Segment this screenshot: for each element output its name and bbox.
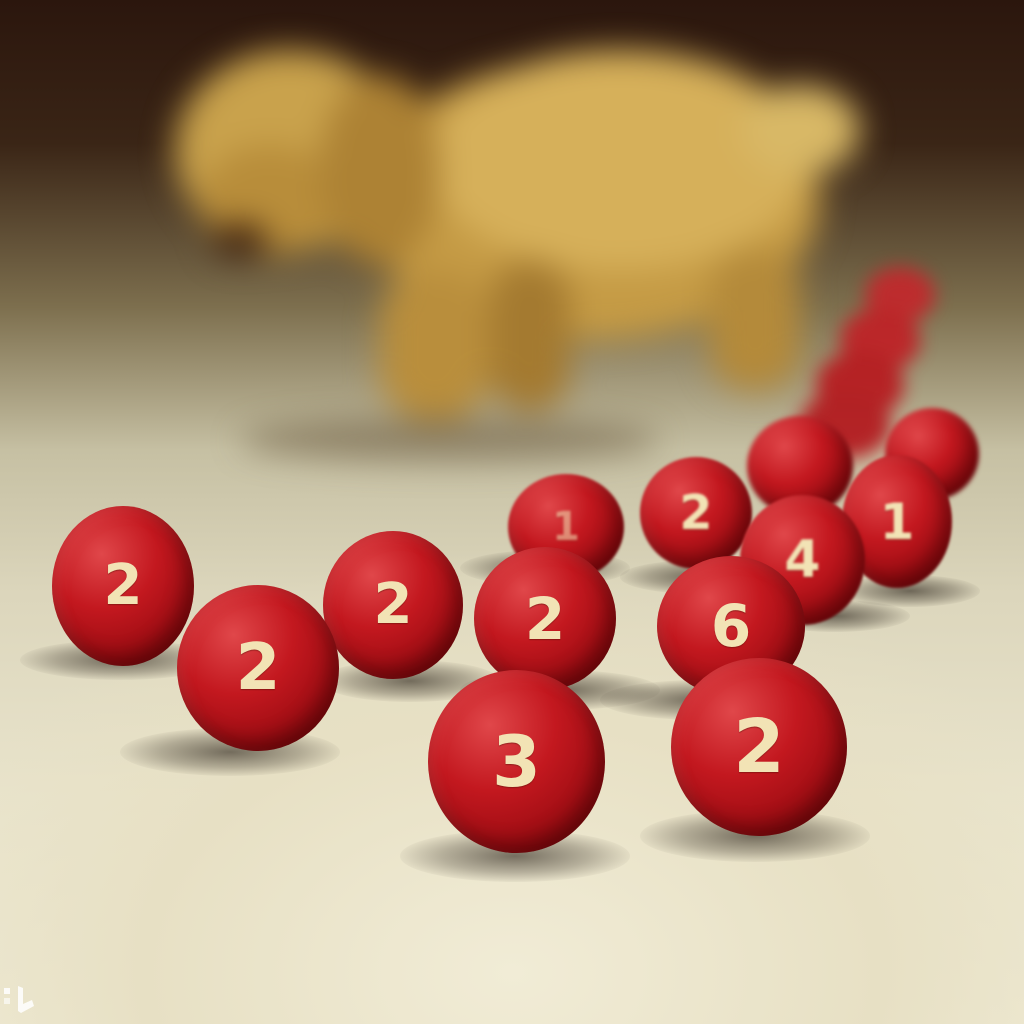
ball-number: 6	[710, 592, 752, 660]
ball-number: 1	[552, 504, 580, 550]
ball-number: 1	[879, 492, 915, 551]
ball-front-center: 3	[428, 670, 605, 853]
ball-back-right-a: 2	[640, 457, 752, 569]
ball-number: 2	[103, 553, 143, 618]
ball-number: 2	[235, 631, 281, 705]
ball-number: 2	[733, 704, 785, 790]
bing-logo-icon	[4, 986, 34, 1013]
ball-number: 2	[524, 584, 566, 653]
ball-number: 3	[492, 720, 541, 803]
ball-number: 2	[679, 485, 713, 541]
ball-center-left: 2	[323, 531, 463, 679]
ball-front-right: 2	[671, 658, 847, 836]
ball-center: 2	[474, 547, 616, 690]
bing-logo-watermark	[4, 984, 38, 1016]
ball-number: 2	[373, 572, 413, 637]
puppy-shape	[175, 50, 860, 462]
ball-mid-left: 2	[177, 585, 339, 751]
ball-number: 4	[784, 530, 821, 590]
ball-front-left: 2	[52, 506, 194, 666]
blurred-puppy	[150, 0, 910, 520]
